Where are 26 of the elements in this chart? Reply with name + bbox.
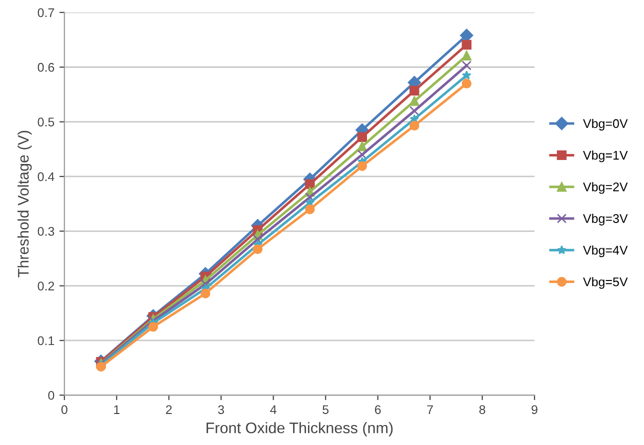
y-tick-label: 0.4 [38,172,54,182]
legend-label: Vbg=1V [583,150,628,162]
y-tick-label: 0.7 [38,8,54,18]
y-tick-label: 0.1 [38,336,54,346]
x-tick-label: 8 [479,405,486,414]
x-tick-label: 7 [427,405,433,414]
y-tick-label: 0 [48,390,54,400]
legend-label: Vbg=0V [583,118,628,131]
x-tick-label: 0 [61,405,68,414]
x-tick-label: 4 [270,405,276,414]
y-tick-label: 0.2 [38,282,54,290]
y-tick-label: 0.5 [38,118,54,126]
legend-label: Vbg=2V [583,182,628,194]
y-tick-label: 0.6 [38,62,54,72]
x-tick-label: 5 [322,405,329,414]
legend-label: Vbg=3V [583,214,628,226]
x-tick-label: 1 [114,405,120,414]
x-tick-label: 9 [532,405,538,414]
legend-label: Vbg=4V [583,245,628,258]
y-tick-label: 0.3 [38,226,54,236]
x-tick-label: 6 [374,405,381,414]
x-tick-label: 2 [166,405,172,414]
x-axis-title: Front Oxide Thickness (nm) [206,422,393,436]
legend-label: Vbg=5V [583,277,628,289]
y-axis-title: Threshold Voltage (V) [18,130,32,278]
x-tick-label: 3 [218,405,224,414]
